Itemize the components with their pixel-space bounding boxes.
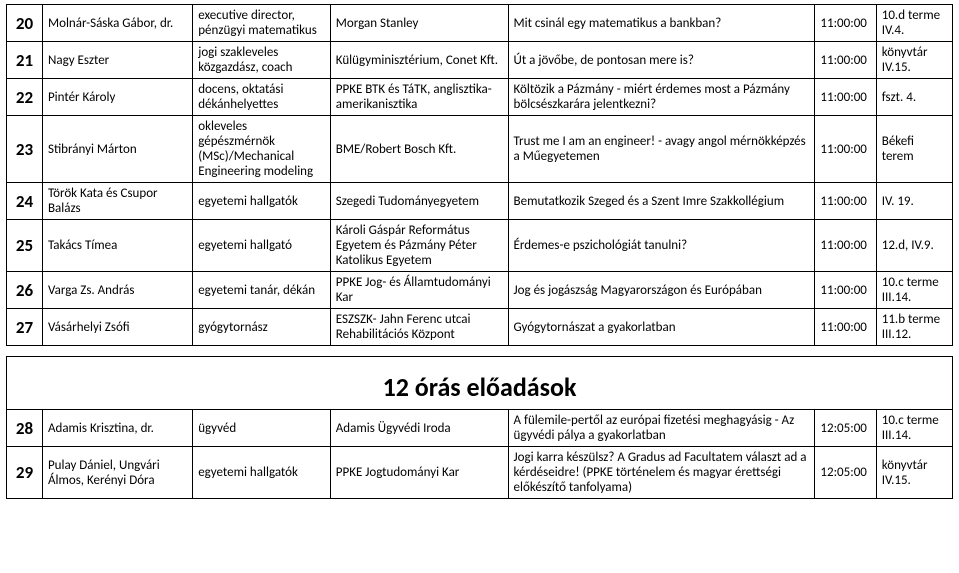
time: 11:00:00 (815, 79, 876, 116)
row-number: 23 (7, 116, 43, 183)
row-number: 29 (7, 447, 43, 499)
topic: Jogi karra készülsz? A Gradus ad Faculta… (508, 447, 815, 499)
row-number: 21 (7, 42, 43, 79)
topic: A fülemile-pertől az európai fizetési me… (508, 410, 815, 447)
organization: Szegedi Tudományegyetem (330, 183, 508, 220)
row-number: 27 (7, 309, 43, 346)
table-row: 26Varga Zs. Andrásegyetemi tanár, dékánP… (7, 272, 953, 309)
presenter-name: Pulay Dániel, Ungvári Álmos, Kerényi Dór… (42, 447, 192, 499)
row-number: 26 (7, 272, 43, 309)
topic: Jog és jogászság Magyarországon és Európ… (508, 272, 815, 309)
room: fszt. 4. (876, 79, 952, 116)
section-title: 12 órás előadások (6, 356, 953, 409)
room: IV. 19. (876, 183, 952, 220)
presenter-role: okleveles gépészmérnök (MSc)/Mechanical … (193, 116, 331, 183)
organization: BME/Robert Bosch Kft. (330, 116, 508, 183)
room: 10.c terme III.14. (876, 410, 952, 447)
room: könyvtár IV.15. (876, 42, 952, 79)
time: 11:00:00 (815, 183, 876, 220)
time: 11:00:00 (815, 272, 876, 309)
presenter-name: Vásárhelyi Zsófi (42, 309, 192, 346)
presenter-name: Takács Tímea (42, 220, 192, 272)
organization: PPKE Jogtudományi Kar (330, 447, 508, 499)
topic: Trust me I am an engineer! - avagy angol… (508, 116, 815, 183)
row-number: 20 (7, 5, 43, 42)
row-number: 28 (7, 410, 43, 447)
topic: Érdemes-e pszichológiát tanulni? (508, 220, 815, 272)
topic: Költözik a Pázmány - miért érdemes most … (508, 79, 815, 116)
schedule-table-2: 28Adamis Krisztina, dr.ügyvédAdamis Ügyv… (6, 409, 953, 499)
organization: PPKE Jog- és Államtudományi Kar (330, 272, 508, 309)
organization: Morgan Stanley (330, 5, 508, 42)
presenter-role: executive director, pénzügyi matematikus (193, 5, 331, 42)
room: 12.d, IV.9. (876, 220, 952, 272)
time: 12:05:00 (815, 410, 876, 447)
room: 10.d terme IV.4. (876, 5, 952, 42)
presenter-name: Pintér Károly (42, 79, 192, 116)
page: 20Molnár-Sáska Gábor, dr.executive direc… (0, 0, 959, 505)
presenter-role: egyetemi tanár, dékán (193, 272, 331, 309)
room: 11.b terme III.12. (876, 309, 952, 346)
topic: Gyógytornászat a gyakorlatban (508, 309, 815, 346)
topic: Mit csinál egy matematikus a bankban? (508, 5, 815, 42)
table-row: 28Adamis Krisztina, dr.ügyvédAdamis Ügyv… (7, 410, 953, 447)
presenter-name: Nagy Eszter (42, 42, 192, 79)
presenter-name: Török Kata és Csupor Balázs (42, 183, 192, 220)
presenter-role: docens, oktatási dékánhelyettes (193, 79, 331, 116)
organization: Külügyminisztérium, Conet Kft. (330, 42, 508, 79)
presenter-role: egyetemi hallgatók (193, 447, 331, 499)
presenter-role: gyógytornász (193, 309, 331, 346)
presenter-name: Molnár-Sáska Gábor, dr. (42, 5, 192, 42)
table-row: 22Pintér Károlydocens, oktatási dékánhel… (7, 79, 953, 116)
time: 11:00:00 (815, 220, 876, 272)
room: 10.c terme III.14. (876, 272, 952, 309)
organization: Károli Gáspár Református Egyetem és Pázm… (330, 220, 508, 272)
time: 11:00:00 (815, 42, 876, 79)
organization: ESZSZK- Jahn Ferenc utcai Rehabilitációs… (330, 309, 508, 346)
presenter-role: ügyvéd (193, 410, 331, 447)
presenter-name: Stibrányi Márton (42, 116, 192, 183)
topic: Út a jövőbe, de pontosan mere is? (508, 42, 815, 79)
table-row: 25Takács Tímeaegyetemi hallgatóKároli Gá… (7, 220, 953, 272)
presenter-role: egyetemi hallgatók (193, 183, 331, 220)
time: 11:00:00 (815, 309, 876, 346)
time: 11:00:00 (815, 5, 876, 42)
presenter-name: Adamis Krisztina, dr. (42, 410, 192, 447)
table-row: 24Török Kata és Csupor Balázsegyetemi ha… (7, 183, 953, 220)
table-row: 20Molnár-Sáska Gábor, dr.executive direc… (7, 5, 953, 42)
room: könyvtár IV.15. (876, 447, 952, 499)
table-row: 21Nagy Eszterjogi szakleveles közgazdász… (7, 42, 953, 79)
row-number: 25 (7, 220, 43, 272)
room: Békefi terem (876, 116, 952, 183)
row-number: 24 (7, 183, 43, 220)
presenter-name: Varga Zs. András (42, 272, 192, 309)
row-number: 22 (7, 79, 43, 116)
presenter-role: jogi szakleveles közgazdász, coach (193, 42, 331, 79)
schedule-table-1: 20Molnár-Sáska Gábor, dr.executive direc… (6, 4, 953, 346)
time: 11:00:00 (815, 116, 876, 183)
table-row: 29Pulay Dániel, Ungvári Álmos, Kerényi D… (7, 447, 953, 499)
topic: Bemutatkozik Szeged és a Szent Imre Szak… (508, 183, 815, 220)
table-row: 27Vásárhelyi ZsófigyógytornászESZSZK- Ja… (7, 309, 953, 346)
organization: Adamis Ügyvédi Iroda (330, 410, 508, 447)
time: 12:05:00 (815, 447, 876, 499)
presenter-role: egyetemi hallgató (193, 220, 331, 272)
organization: PPKE BTK és TáTK, anglisztika-amerikanis… (330, 79, 508, 116)
table-row: 23Stibrányi Mártonokleveles gépészmérnök… (7, 116, 953, 183)
